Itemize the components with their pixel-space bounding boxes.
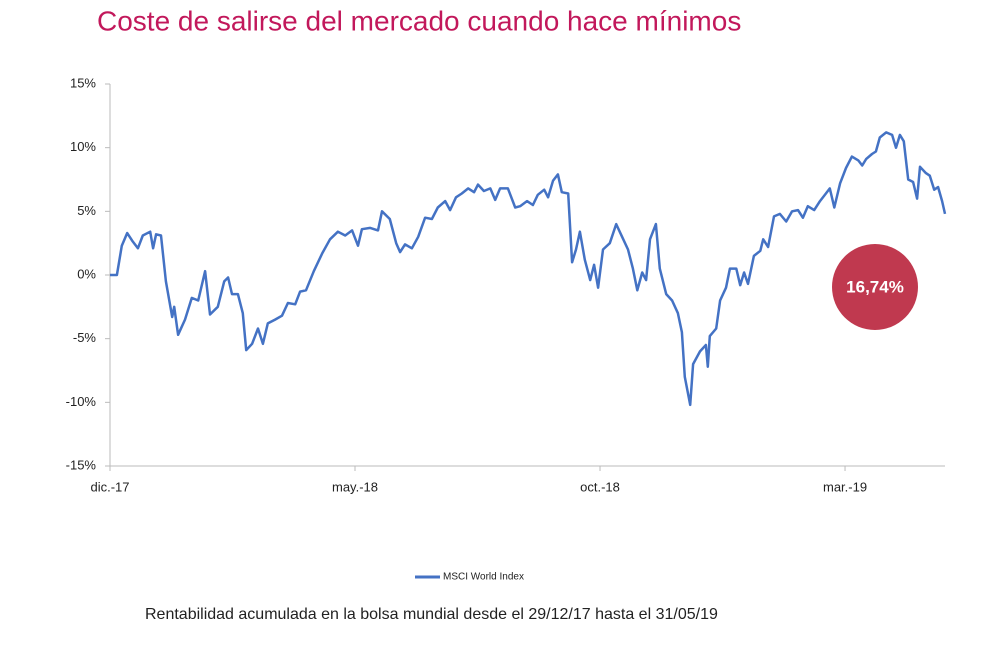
y-tick-label: -10%: [66, 394, 97, 409]
x-tick-label: mar.-19: [823, 479, 867, 494]
x-tick-label: oct.-18: [580, 479, 620, 494]
annotation: 16,74%: [846, 277, 904, 296]
y-tick-label: 0%: [77, 266, 96, 281]
y-tick-label: 10%: [70, 139, 96, 154]
y-tick-label: -5%: [73, 330, 97, 345]
y-tick-label: -15%: [66, 457, 97, 472]
chart-title: Coste de salirse del mercado cuando hace…: [97, 5, 741, 36]
legend-label: MSCI World Index: [443, 572, 524, 583]
x-tick-label: dic.-17: [90, 479, 129, 494]
y-tick-label: 5%: [77, 203, 96, 218]
series-line: [110, 131, 947, 407]
x-tick-label: may.-18: [332, 479, 378, 494]
annotation-circle: [832, 244, 918, 330]
y-tick-label: 15%: [70, 75, 96, 90]
chart-subtitle: Rentabilidad acumulada en la bolsa mundi…: [145, 606, 718, 623]
